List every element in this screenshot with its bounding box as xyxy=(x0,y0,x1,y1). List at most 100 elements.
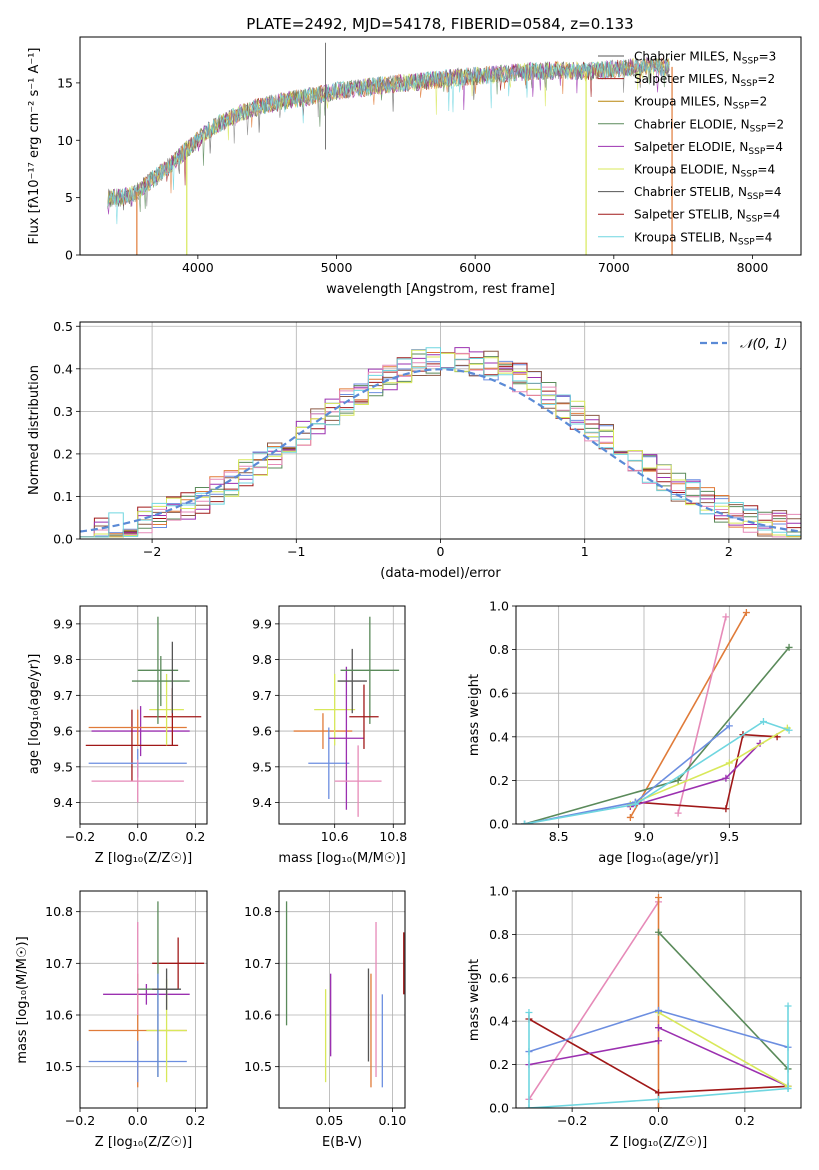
spectrum-legend: Chabrier MILES, NSSP=3 Salpeter MILES, NS… xyxy=(598,50,784,247)
errorbar-point xyxy=(152,968,182,1010)
y-tick-label: 0.8 xyxy=(489,642,509,657)
y-tick-label: 0.8 xyxy=(489,927,509,942)
errorbar-point xyxy=(91,759,184,803)
x-tick-label: 10.8 xyxy=(379,829,407,844)
plot-area xyxy=(285,901,405,1088)
plot-area xyxy=(525,894,792,1108)
axes-frame xyxy=(278,605,406,825)
y-tick-label: 0.4 xyxy=(489,1014,509,1029)
y-tick-label: 9.7 xyxy=(252,688,272,703)
y-tick-label: 9.6 xyxy=(53,724,73,739)
mass-weight-series xyxy=(658,1026,789,1088)
y-tick-label: 9.9 xyxy=(53,616,73,631)
errorbar-point xyxy=(308,727,350,799)
x-axis-label: Z [log₁₀(Z/Z☉)] xyxy=(95,851,192,866)
y-tick-label: 10.8 xyxy=(244,904,272,919)
axes-frame xyxy=(515,605,802,825)
x-tick-label: 8.5 xyxy=(549,829,569,844)
errorbar-point xyxy=(334,745,382,817)
errorbar-point xyxy=(131,656,190,707)
y-tick-label: 0.6 xyxy=(489,970,509,985)
x-tick-label: 2 xyxy=(725,544,733,559)
x-axis-label: wavelength [Angstrom, rest frame] xyxy=(326,282,555,297)
x-tick-label: 0.2 xyxy=(186,1113,206,1128)
data-marker xyxy=(655,1089,662,1097)
panel-age-vs-mass: 10.6 10.8 9.4 9.5 9.6 9.7 9.8 9.9 mass [log₁₀(M/… xyxy=(252,605,407,866)
x-tick-label: 9.5 xyxy=(719,829,739,844)
legend-entry: Salpeter ELODIE, NSSP=4 xyxy=(634,140,783,157)
data-marker xyxy=(655,1037,662,1045)
errorbar-point xyxy=(337,648,367,714)
data-marker xyxy=(722,613,730,621)
errorbar-point xyxy=(85,709,179,782)
x-axis-label: E(B-V) xyxy=(322,1135,362,1150)
legend-entry: Chabrier MILES, NSSP=3 xyxy=(634,50,776,67)
x-tick-label: 4000 xyxy=(182,260,214,275)
plot-area xyxy=(80,347,801,538)
y-tick-label: 0.4 xyxy=(489,729,509,744)
mass-weight-series xyxy=(528,1039,659,1066)
y-tick-label: 9.4 xyxy=(252,795,272,810)
y-tick-label: 0.0 xyxy=(53,532,73,547)
x-tick-label: 10.6 xyxy=(321,829,349,844)
y-tick-label: 0.5 xyxy=(53,319,73,334)
panel-massweight-vs-age: 8.5 9.0 9.5 0.0 0.2 0.4 0.6 0.8 1.0 age [log₁₀(ag… xyxy=(467,599,802,866)
axes-frame xyxy=(515,890,802,1109)
x-tick-label: 8000 xyxy=(737,260,769,275)
y-axis-label: Normed distribution xyxy=(27,365,42,495)
data-marker xyxy=(655,894,662,902)
data-marker xyxy=(631,800,639,808)
x-axis-label: (data-model)/error xyxy=(380,566,501,581)
axes-frame xyxy=(79,321,802,540)
y-tick-label: 0.0 xyxy=(489,1101,509,1116)
panel-spectrum: 4000 5000 6000 7000 8000 0 5 10 15 wavelength [An… xyxy=(27,36,802,297)
y-tick-label: 9.6 xyxy=(252,724,272,739)
legend-entry: Kroupa STELIB, NSSP=4 xyxy=(634,230,772,247)
y-tick-label: 9.5 xyxy=(252,759,272,774)
x-axis-label: age [log₁₀(age/yr)] xyxy=(598,851,719,866)
y-tick-label: 0.1 xyxy=(53,489,73,504)
x-tick-label: −2 xyxy=(143,544,161,559)
data-marker xyxy=(655,928,662,936)
data-marker xyxy=(655,1095,662,1103)
x-axis-label: Z [log₁₀(Z/Z☉)] xyxy=(610,1135,707,1150)
y-tick-label: 9.7 xyxy=(53,688,73,703)
x-tick-label: 0.0 xyxy=(649,1113,669,1128)
data-marker xyxy=(742,609,750,617)
data-marker xyxy=(626,813,634,821)
panel-mass-vs-Z: −0.2 0.0 0.2 10.5 10.6 10.7 10.8 Z [log₁₀(Z/Z☉)… xyxy=(15,890,208,1150)
legend-entry: Chabrier ELODIE, NSSP=2 xyxy=(634,117,784,134)
y-tick-label: 5 xyxy=(65,190,73,205)
gaussian-curve xyxy=(80,368,799,533)
data-marker xyxy=(722,774,730,782)
data-marker xyxy=(674,809,682,817)
y-axis-label: age [log₁₀(age/yr)] xyxy=(27,654,42,775)
panel-massweight-vs-Z: −0.2 0.0 0.2 0.0 0.2 0.4 0.6 0.8 1.0 Z [log₁₀(Z/Z… xyxy=(467,884,802,1150)
y-tick-label: 0.0 xyxy=(489,817,509,832)
y-tick-label: 1.0 xyxy=(489,599,509,614)
x-axis-label: Z [log₁₀(Z/Z☉)] xyxy=(95,1135,192,1150)
data-marker xyxy=(655,1104,662,1108)
y-tick-label: 9.8 xyxy=(252,652,272,667)
figure-title: PLATE=2492, MJD=54178, FIBERID=0584, z=0… xyxy=(246,15,633,33)
panel-mass-vs-ebv: 0.05 0.10 10.5 10.6 10.7 10.8 E(B-V) xyxy=(244,890,406,1150)
mass-weight-series xyxy=(677,616,727,814)
panel-residuals: −2 −1 0 1 2 0.0 0.1 0.2 0.3 0.4 0.5 (data-model)/er… xyxy=(27,319,802,581)
y-tick-label: 9.9 xyxy=(252,616,272,631)
data-marker xyxy=(655,1024,662,1032)
data-marker xyxy=(521,820,529,824)
x-tick-label: −1 xyxy=(287,544,305,559)
y-tick-label: 10.6 xyxy=(244,1008,272,1023)
plot-area xyxy=(293,616,400,817)
legend-entry: Kroupa ELODIE, NSSP=4 xyxy=(634,163,775,180)
data-marker xyxy=(784,1002,792,1010)
errorbar-point xyxy=(103,984,190,1005)
errorbar-point xyxy=(328,666,364,810)
data-marker xyxy=(674,776,682,784)
errorbar-point xyxy=(88,1040,187,1083)
y-tick-label: 9.8 xyxy=(53,652,73,667)
x-tick-label: 0.0 xyxy=(128,1113,148,1128)
x-tick-label: 0.0 xyxy=(128,829,148,844)
y-tick-label: 0.6 xyxy=(489,686,509,701)
